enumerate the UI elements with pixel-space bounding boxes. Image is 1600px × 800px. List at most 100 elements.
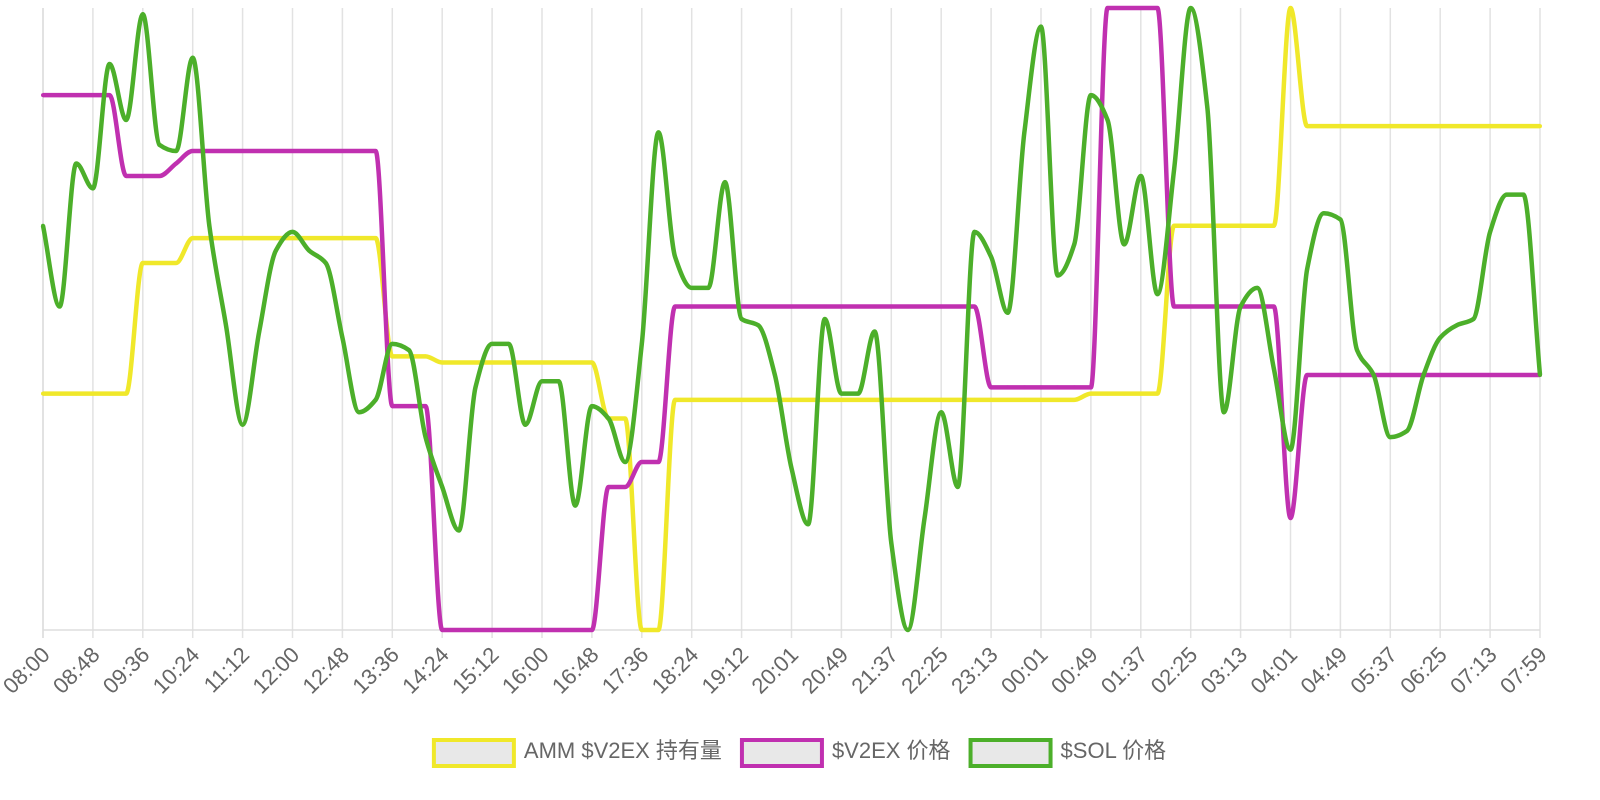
- data-point: [257, 149, 262, 154]
- data-point: [589, 628, 594, 632]
- data-point: [490, 628, 495, 632]
- data-point: [307, 236, 312, 241]
- data-point: [822, 317, 827, 321]
- data-point: [373, 397, 378, 402]
- data-point: [473, 385, 478, 390]
- data-point: [656, 460, 661, 465]
- data-point: [1521, 192, 1526, 197]
- data-point: [157, 261, 162, 266]
- data-point: [390, 354, 395, 359]
- data-point: [273, 236, 278, 241]
- data-point: [1454, 323, 1459, 328]
- data-point: [789, 397, 794, 402]
- data-point: [456, 360, 461, 365]
- data-point: [1105, 391, 1110, 396]
- data-point: [1022, 130, 1027, 135]
- data-point: [905, 304, 910, 309]
- data-point: [57, 391, 62, 396]
- data-point: [1355, 124, 1360, 129]
- x-tick-label: 07:59: [1495, 642, 1552, 699]
- x-tick-label: 12:48: [297, 642, 354, 699]
- data-point: [107, 391, 112, 396]
- data-point: [1221, 410, 1226, 415]
- x-tick-label: 00:49: [1046, 642, 1103, 699]
- data-point: [573, 360, 578, 365]
- data-point: [689, 285, 694, 290]
- data-point: [806, 304, 811, 309]
- data-point: [41, 391, 45, 396]
- data-point: [290, 149, 295, 154]
- data-point: [1305, 124, 1310, 129]
- data-point: [1188, 304, 1193, 309]
- legend-swatch: [739, 738, 824, 768]
- x-tick-label: 12:00: [248, 642, 305, 699]
- data-point: [1404, 124, 1409, 129]
- x-tick-label: 18:24: [647, 642, 704, 699]
- data-point: [1271, 366, 1276, 371]
- data-point: [1305, 372, 1310, 377]
- data-point: [1288, 447, 1293, 452]
- data-point: [273, 149, 278, 154]
- data-point: [1122, 391, 1127, 396]
- data-point: [1355, 348, 1360, 353]
- x-tick-label: 16:00: [497, 642, 554, 699]
- data-point: [922, 397, 927, 402]
- data-point: [639, 460, 644, 465]
- data-point: [1138, 6, 1143, 10]
- data-point: [1172, 304, 1177, 309]
- x-tick-label: 11:12: [199, 642, 254, 697]
- data-point: [856, 397, 861, 402]
- data-point: [257, 329, 262, 334]
- data-point: [107, 61, 112, 66]
- x-tick-label: 04:01: [1246, 642, 1303, 699]
- data-point: [1271, 223, 1276, 228]
- data-point: [1438, 335, 1443, 340]
- data-point: [207, 223, 212, 228]
- data-point: [323, 149, 328, 154]
- data-point: [889, 540, 894, 545]
- data-point: [440, 484, 445, 489]
- data-point: [1321, 211, 1326, 216]
- data-point: [473, 360, 478, 365]
- data-point: [1188, 6, 1193, 10]
- data-point: [1088, 93, 1093, 98]
- x-tick-label: 08:00: [0, 642, 55, 699]
- data-point: [905, 628, 910, 632]
- data-point: [1488, 229, 1493, 234]
- data-point: [124, 391, 129, 396]
- data-point: [573, 628, 578, 632]
- data-point: [490, 360, 495, 365]
- data-point: [74, 93, 79, 98]
- data-point: [406, 404, 411, 409]
- data-point: [190, 236, 195, 241]
- data-point: [124, 117, 129, 122]
- data-point: [257, 236, 262, 241]
- data-point: [1521, 372, 1526, 377]
- data-point: [922, 304, 927, 309]
- data-point: [739, 317, 744, 321]
- x-tick-label: 06:25: [1395, 642, 1452, 699]
- series-line: [43, 5, 1540, 633]
- data-point: [1438, 372, 1443, 377]
- data-point: [1105, 6, 1110, 10]
- data-point: [1088, 391, 1093, 396]
- data-point: [656, 130, 661, 135]
- data-point: [540, 379, 544, 384]
- data-point: [41, 93, 45, 98]
- data-point: [390, 404, 395, 409]
- data-point: [623, 460, 628, 465]
- data-point: [606, 416, 611, 421]
- data-point: [1404, 372, 1409, 377]
- data-point: [1538, 124, 1542, 129]
- data-point: [1388, 372, 1393, 377]
- data-point: [340, 335, 345, 340]
- data-point: [440, 628, 445, 632]
- data-point: [1255, 285, 1260, 290]
- data-point: [1039, 24, 1043, 29]
- data-point: [706, 304, 711, 309]
- data-point: [1022, 397, 1027, 402]
- data-point: [673, 304, 678, 309]
- data-point: [1338, 372, 1343, 377]
- data-point: [1255, 223, 1260, 228]
- data-point: [1504, 124, 1509, 129]
